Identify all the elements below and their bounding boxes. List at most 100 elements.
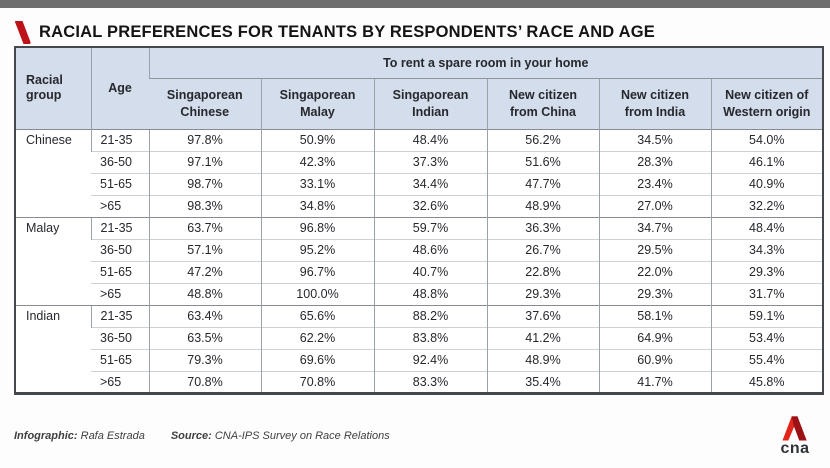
value-cell: 65.6% (260, 304, 374, 327)
value-cell: 23.4% (598, 172, 711, 195)
age-cell: 21-35 (90, 216, 149, 239)
value-cell: 32.6% (373, 194, 487, 217)
value-cell: 88.2% (373, 304, 487, 327)
value-cell: 59.1% (710, 304, 824, 327)
cna-logo-text: cna (780, 440, 810, 457)
value-cell: 48.4% (710, 216, 824, 239)
value-cell: 26.7% (486, 238, 599, 261)
value-cell: 50.9% (260, 128, 374, 151)
header-col-nc-india: New citizen from India (598, 78, 711, 129)
value-cell: 45.8% (710, 370, 824, 393)
table-row: >65 70.8% 70.8% 83.3% 35.4% 41.7% 45.8% (15, 370, 824, 393)
group-label-malay: Malay (15, 216, 91, 305)
table-row: Indian 21-35 63.4% 65.6% 88.2% 37.6% 58.… (15, 304, 824, 393)
value-cell: 48.9% (486, 348, 599, 371)
table-row: >65 98.3% 34.8% 32.6% 48.9% 27.0% 32.2% (15, 194, 824, 217)
age-cell: 51-65 (91, 348, 149, 371)
value-cell: 64.9% (598, 326, 711, 349)
value-cell: 42.3% (260, 150, 374, 173)
source-label: Source: (170, 430, 212, 442)
infographic-credit: Infographic: Rafa Estrada (14, 430, 145, 442)
value-cell: 51.6% (486, 150, 599, 173)
table-row: 36-50 97.1% 42.3% 37.3% 51.6% 28.3% 46.1… (15, 150, 824, 173)
source-credit: Source: CNA-IPS Survey on Race Relations (171, 430, 390, 442)
age-cell: >65 (91, 370, 149, 393)
cna-logo-icon (782, 416, 807, 441)
group-label-indian: Indian (15, 304, 91, 393)
value-cell: 34.4% (373, 172, 487, 195)
value-cell: 48.8% (373, 282, 487, 305)
value-cell: 97.1% (148, 150, 261, 173)
value-cell: 48.8% (148, 282, 261, 305)
value-cell: 63.7% (148, 216, 261, 239)
value-cell: 95.2% (260, 238, 374, 261)
header-col-nc-china: New citizen from China (486, 78, 599, 129)
table-row: 51-65 98.7% 33.1% 34.4% 47.7% 23.4% 40.9… (15, 172, 824, 195)
footer-credits: Infographic: Rafa Estrada Source: CNA-IPS… (14, 430, 416, 442)
value-cell: 36.3% (486, 216, 599, 239)
value-cell: 55.4% (710, 348, 824, 371)
value-cell: 83.8% (373, 326, 487, 349)
value-cell: 96.8% (260, 216, 374, 239)
value-cell: 37.3% (373, 150, 487, 173)
value-cell: 34.8% (260, 194, 374, 217)
cna-slash-icon (14, 21, 31, 44)
top-bar (0, 0, 830, 8)
header-col-sg-indian: Singaporean Indian (373, 78, 487, 129)
value-cell: 40.7% (373, 260, 487, 283)
value-cell: 96.7% (260, 260, 374, 283)
age-cell: 36-50 (91, 238, 149, 261)
value-cell: 56.2% (486, 128, 599, 151)
value-cell: 22.0% (598, 260, 711, 283)
value-cell: 41.2% (486, 326, 599, 349)
cna-logo: cna (772, 413, 818, 457)
value-cell: 58.1% (598, 304, 711, 327)
infographic-label: Infographic: (14, 430, 78, 442)
preferences-table: Racial group Age To rent a spare room in… (14, 46, 825, 395)
group-label-chinese: Chinese (15, 128, 91, 217)
page-title: RACIAL PREFERENCES FOR TENANTS BY RESPON… (39, 23, 655, 41)
value-cell: 59.7% (373, 216, 487, 239)
table-row: >65 48.8% 100.0% 48.8% 29.3% 29.3% 31.7% (15, 282, 824, 305)
age-cell: 51-65 (91, 260, 149, 283)
value-cell: 70.8% (148, 370, 261, 393)
value-cell: 29.5% (598, 238, 711, 261)
source-value: CNA-IPS Survey on Race Relations (214, 430, 390, 442)
value-cell: 98.7% (148, 172, 261, 195)
value-cell: 31.7% (710, 282, 824, 305)
value-cell: 83.3% (373, 370, 487, 393)
value-cell: 70.8% (260, 370, 374, 393)
value-cell: 62.2% (260, 326, 374, 349)
value-cell: 69.6% (260, 348, 374, 371)
value-cell: 79.3% (148, 348, 261, 371)
value-cell: 97.8% (148, 128, 261, 151)
value-cell: 63.5% (148, 326, 261, 349)
value-cell: 35.4% (486, 370, 599, 393)
value-cell: 60.9% (598, 348, 711, 371)
value-cell: 63.4% (148, 304, 261, 327)
value-cell: 48.6% (373, 238, 487, 261)
value-cell: 22.8% (486, 260, 599, 283)
header-col-sg-chinese: Singaporean Chinese (149, 78, 261, 129)
age-cell: >65 (91, 194, 149, 217)
value-cell: 46.1% (710, 150, 824, 173)
value-cell: 41.7% (598, 370, 711, 393)
value-cell: 27.0% (598, 194, 711, 217)
header-col-nc-western: New citizen of Western origin (710, 78, 824, 129)
title-row: RACIAL PREFERENCES FOR TENANTS BY RESPON… (14, 21, 816, 44)
value-cell: 29.3% (598, 282, 711, 305)
value-cell: 28.3% (598, 150, 711, 173)
value-cell: 34.7% (598, 216, 711, 239)
age-cell: 21-35 (90, 304, 149, 327)
table-row: 51-65 47.2% 96.7% 40.7% 22.8% 22.0% 29.3… (15, 260, 824, 283)
age-cell: 51-65 (91, 172, 149, 195)
header-racial-group: Racial group (15, 47, 91, 129)
table-row: Chinese 21-35 97.8% 50.9% 48.4% 56.2% 34… (15, 128, 824, 217)
value-cell: 48.9% (486, 194, 599, 217)
value-cell: 37.6% (486, 304, 599, 327)
value-cell: 48.4% (373, 128, 487, 151)
value-cell: 57.1% (148, 238, 261, 261)
value-cell: 29.3% (486, 282, 599, 305)
age-cell: >65 (91, 282, 149, 305)
value-cell: 40.9% (710, 172, 824, 195)
